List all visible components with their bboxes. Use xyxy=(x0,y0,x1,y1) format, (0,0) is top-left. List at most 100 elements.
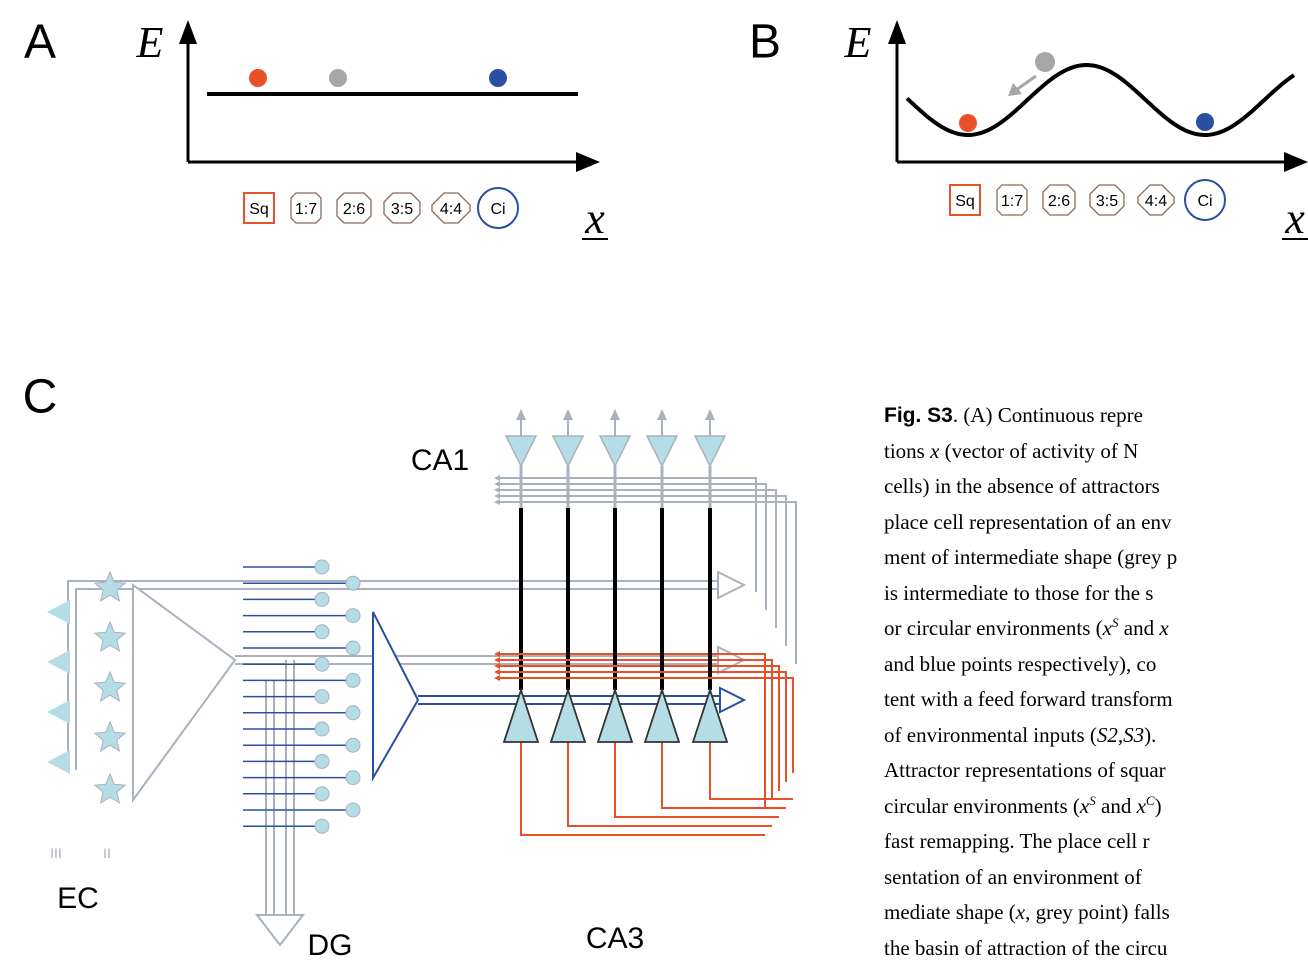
caption-text: tent with a feed forward transform xyxy=(884,687,1173,711)
shape-label: 1:7 xyxy=(295,201,317,218)
shape-label: 4:4 xyxy=(1145,193,1167,210)
arrowhead xyxy=(888,20,906,44)
stellate-cell xyxy=(95,774,125,803)
stellate-cell xyxy=(95,572,125,601)
caption-line: tions x (vector of activity of N xyxy=(884,434,1308,470)
caption-text: and blue points respectively), co xyxy=(884,652,1156,676)
arrowhead xyxy=(494,669,500,675)
x-axis-label: x xyxy=(584,194,605,243)
shape-token: 1:7 xyxy=(997,185,1027,215)
arrowhead xyxy=(563,409,573,420)
caption-text: sentation of an environment of xyxy=(884,865,1142,889)
caption-line: Attractor representations of squar xyxy=(884,753,1308,789)
shape-token: 3:5 xyxy=(384,193,420,223)
state-point xyxy=(489,69,507,87)
caption-text: is intermediate to those for the s xyxy=(884,581,1153,605)
arrowhead xyxy=(494,675,500,681)
region-label: DG xyxy=(308,929,353,960)
caption-text: , grey point) falls xyxy=(1025,900,1170,924)
caption-text: Attractor representations of squar xyxy=(884,758,1166,782)
recurrent xyxy=(710,742,793,799)
shape-label: 3:5 xyxy=(391,201,413,218)
caption-text: x xyxy=(1016,900,1025,924)
caption-line: fast remapping. The place cell r xyxy=(884,824,1308,860)
arrowhead xyxy=(705,409,715,420)
ca1-cell xyxy=(695,436,725,466)
arrowhead xyxy=(494,475,500,481)
granule-cell xyxy=(346,771,360,785)
y-axis-label: E xyxy=(136,18,164,67)
granule-cell xyxy=(315,657,329,671)
caption-text: x xyxy=(1137,794,1146,818)
arrowhead xyxy=(494,487,500,493)
state-point xyxy=(1196,113,1214,131)
caption-text: S2,S3 xyxy=(1097,723,1144,747)
caption-text: tions xyxy=(884,439,930,463)
recurrent xyxy=(568,742,772,826)
caption-line: is intermediate to those for the s xyxy=(884,576,1308,612)
dg-cell xyxy=(373,612,418,778)
recurrent xyxy=(500,678,793,773)
caption-text: mediate shape ( xyxy=(884,900,1016,924)
shape-token: 4:4 xyxy=(1138,185,1174,215)
granule-cell xyxy=(315,560,329,574)
caption-line: cells) in the absence of attractors xyxy=(884,469,1308,505)
granule-cell xyxy=(346,673,360,687)
ca1-cell xyxy=(647,436,677,466)
ec-pyramid xyxy=(47,650,70,674)
state-point xyxy=(249,69,267,87)
caption-text: x xyxy=(1159,616,1168,640)
layer-label: II xyxy=(103,845,111,861)
granule-cell xyxy=(346,706,360,720)
caption-line: and blue points respectively), co xyxy=(884,647,1308,683)
granule-cell xyxy=(315,754,329,768)
panel-label: A xyxy=(24,16,56,69)
arrowhead xyxy=(718,572,744,598)
caption-text: the basin of attraction of the circu xyxy=(884,936,1167,960)
arrowhead xyxy=(610,409,620,420)
granule-cell xyxy=(315,690,329,704)
caption-text: (vector of activity of N xyxy=(939,439,1138,463)
shape-label: 4:4 xyxy=(440,201,462,218)
granule-cell xyxy=(315,625,329,639)
recurrent xyxy=(500,672,786,782)
shape-token: 1:7 xyxy=(291,193,321,223)
caption-text: ) xyxy=(1155,794,1162,818)
shape-token: 4:4 xyxy=(432,193,470,223)
caption-text: cells) in the absence of attractors xyxy=(884,474,1160,498)
recurrent xyxy=(615,742,779,817)
region-label: CA1 xyxy=(411,444,469,477)
panel-label: B xyxy=(749,16,781,69)
arrowhead xyxy=(1284,152,1308,172)
shape-label: Ci xyxy=(490,201,505,218)
caption-text: x xyxy=(1103,616,1112,640)
shape-token: 2:6 xyxy=(1043,185,1075,215)
arrowhead xyxy=(1008,83,1022,96)
shape-label: 2:6 xyxy=(343,201,365,218)
arrowhead xyxy=(576,152,600,172)
caption-line: circular environments (xS and xC) xyxy=(884,789,1308,825)
ec-pyramid xyxy=(47,750,70,774)
stellate-cell xyxy=(95,672,125,701)
ec-pyramid xyxy=(47,700,70,724)
ca1-feedback xyxy=(500,490,776,628)
caption-line: tent with a feed forward transform xyxy=(884,682,1308,718)
page: AExSq1:72:63:54:4CiBExSq1:72:63:54:4CiCC… xyxy=(0,0,1308,960)
granule-cell xyxy=(346,641,360,655)
caption-line: the basin of attraction of the circu xyxy=(884,931,1308,966)
caption-text: or circular environments ( xyxy=(884,616,1103,640)
caption-line: place cell representation of an env xyxy=(884,505,1308,541)
caption-text: ). xyxy=(1144,723,1156,747)
arrow xyxy=(1016,76,1036,90)
shape-label: Sq xyxy=(955,193,975,210)
region-label: CA3 xyxy=(586,922,644,955)
arrowhead xyxy=(516,409,526,420)
caption-text: and xyxy=(1096,794,1137,818)
panel-label: C xyxy=(23,371,58,424)
shape-label: 1:7 xyxy=(1001,193,1023,210)
state-point xyxy=(959,114,977,132)
arrowhead xyxy=(179,20,197,44)
shape-token: Ci xyxy=(478,188,518,228)
granule-cell xyxy=(315,722,329,736)
granule-cell xyxy=(346,803,360,817)
